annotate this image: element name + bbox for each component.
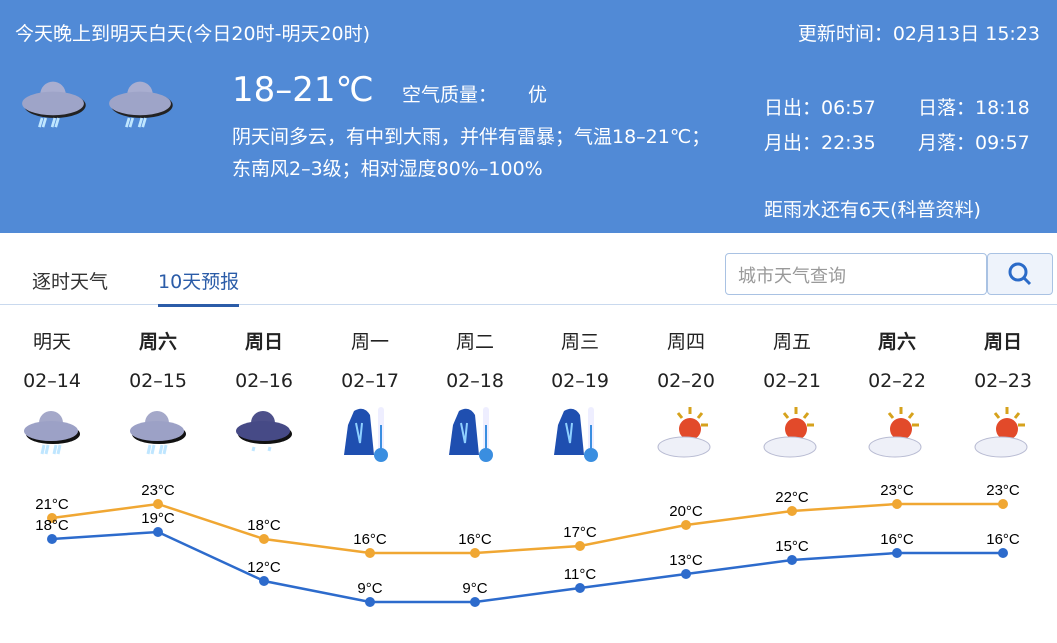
weather-description: 阴天间多云，有中到大雨，并伴有雷暴；气温18–21℃；东南风2–3级；相对湿度8… bbox=[232, 126, 711, 180]
low-temp-label: 13°C bbox=[669, 552, 703, 569]
cold-warning-icon bbox=[445, 405, 505, 465]
high-temp-label: 23°C bbox=[880, 482, 914, 499]
high-temp-point bbox=[787, 506, 797, 516]
high-temp-point bbox=[47, 513, 57, 523]
low-temp-point bbox=[575, 583, 585, 593]
low-temp-label: 18°C bbox=[35, 517, 69, 534]
weekday-label: 周四 bbox=[666, 331, 705, 353]
date-label: 02–21 bbox=[763, 370, 821, 392]
date-label: 02–18 bbox=[446, 370, 504, 392]
forecast-tabs: 逐时天气 10天预报 城市天气查询 bbox=[0, 233, 1057, 307]
high-temp-label: 18°C bbox=[247, 517, 281, 534]
sunrise: 日出：06:57 bbox=[764, 97, 876, 119]
date-label: 02–17 bbox=[341, 370, 399, 392]
partly-cloudy-icon bbox=[973, 405, 1033, 465]
partly-cloudy-icon bbox=[867, 405, 927, 465]
low-temp-line bbox=[51, 530, 1003, 604]
high-temp-point bbox=[998, 499, 1008, 509]
weekday-label: 周日 bbox=[244, 331, 283, 353]
period-title: 今天晚上到明天白天(今日20时-明天20时) bbox=[15, 23, 371, 45]
high-temp-line bbox=[51, 502, 1003, 555]
low-temp-point bbox=[153, 527, 163, 537]
date-label: 02–15 bbox=[129, 370, 187, 392]
cold-warning-icon bbox=[340, 405, 400, 465]
date-label: 02–16 bbox=[235, 370, 293, 392]
tab-10-day[interactable]: 10天预报 bbox=[158, 267, 240, 307]
low-temp-label: 9°C bbox=[357, 580, 382, 597]
weekday-label: 周三 bbox=[560, 331, 599, 353]
high-temp-point bbox=[365, 548, 375, 558]
low-temp-point bbox=[681, 569, 691, 579]
low-temp-point bbox=[365, 597, 375, 607]
partly-cloudy-icon bbox=[762, 405, 822, 465]
date-label: 02–14 bbox=[23, 370, 81, 392]
weekday-label: 周二 bbox=[455, 331, 494, 353]
low-temp-point bbox=[998, 548, 1008, 558]
low-temp-label: 12°C bbox=[247, 559, 281, 576]
low-temp-label: 19°C bbox=[141, 510, 175, 527]
high-temp-label: 17°C bbox=[563, 524, 597, 541]
heavy-rain-icon bbox=[22, 405, 82, 465]
high-temp-label: 16°C bbox=[353, 531, 387, 548]
high-temp-point bbox=[259, 534, 269, 544]
low-temp-point bbox=[47, 534, 57, 544]
low-temp-label: 16°C bbox=[986, 531, 1020, 548]
low-temp-point bbox=[892, 548, 902, 558]
heavy-rain-icon bbox=[128, 405, 188, 465]
high-temp-label: 20°C bbox=[669, 503, 703, 520]
low-temp-label: 9°C bbox=[462, 580, 487, 597]
low-temp-label: 16°C bbox=[880, 531, 914, 548]
date-label: 02–22 bbox=[868, 370, 926, 392]
date-label: 02–23 bbox=[974, 370, 1032, 392]
search-button[interactable] bbox=[987, 253, 1053, 295]
weekday-label: 周五 bbox=[772, 331, 811, 353]
today-summary-panel: 今天晚上到明天白天(今日20时-明天20时) 更新时间：02月13日 15:23… bbox=[0, 0, 1057, 233]
high-temp-label: 23°C bbox=[986, 482, 1020, 499]
moonrise: 月出：22:35 bbox=[764, 132, 876, 154]
high-temp-label: 22°C bbox=[775, 489, 809, 506]
cloudy-sun-icon bbox=[656, 405, 716, 465]
low-temp-label: 15°C bbox=[775, 538, 809, 555]
temperature-range: 18–21℃ bbox=[232, 70, 374, 110]
low-temp-point bbox=[470, 597, 480, 607]
sunset: 日落：18:18 bbox=[918, 97, 1030, 119]
weekday-label: 周一 bbox=[350, 331, 389, 353]
weekday-label: 明天 bbox=[32, 331, 71, 353]
low-temp-point bbox=[259, 576, 269, 586]
date-label: 02–20 bbox=[657, 370, 715, 392]
update-time: 更新时间：02月13日 15:23 bbox=[797, 23, 1040, 45]
tab-hourly[interactable]: 逐时天气 bbox=[32, 271, 109, 293]
weekday-label: 周六 bbox=[138, 331, 177, 353]
light-rain-icon bbox=[234, 405, 294, 465]
rain-cloud-icon bbox=[109, 81, 173, 128]
weekday-label: 周日 bbox=[983, 331, 1022, 353]
search-icon bbox=[1008, 262, 1032, 286]
cold-warning-icon bbox=[550, 405, 610, 465]
high-temp-point bbox=[681, 520, 691, 530]
moonset: 月落：09:57 bbox=[918, 132, 1030, 154]
high-temp-point bbox=[470, 548, 480, 558]
high-temp-label: 23°C bbox=[141, 482, 175, 499]
solar-term-link[interactable]: 距雨水还有6天(科普资料) bbox=[764, 199, 981, 221]
low-temp-label: 11°C bbox=[564, 566, 597, 583]
high-temp-point bbox=[892, 499, 902, 509]
high-temp-label: 16°C bbox=[458, 531, 492, 548]
low-temp-point bbox=[787, 555, 797, 565]
high-temp-point bbox=[153, 499, 163, 509]
rain-cloud-icon bbox=[22, 81, 86, 128]
high-temp-label: 21°C bbox=[35, 496, 69, 513]
date-label: 02–19 bbox=[551, 370, 609, 392]
air-quality-value: 优 bbox=[528, 84, 548, 106]
weekday-label: 周六 bbox=[877, 331, 916, 353]
air-quality-label: 空气质量： bbox=[402, 84, 498, 106]
high-temp-point bbox=[575, 541, 585, 551]
city-search-input[interactable]: 城市天气查询 bbox=[725, 253, 987, 295]
